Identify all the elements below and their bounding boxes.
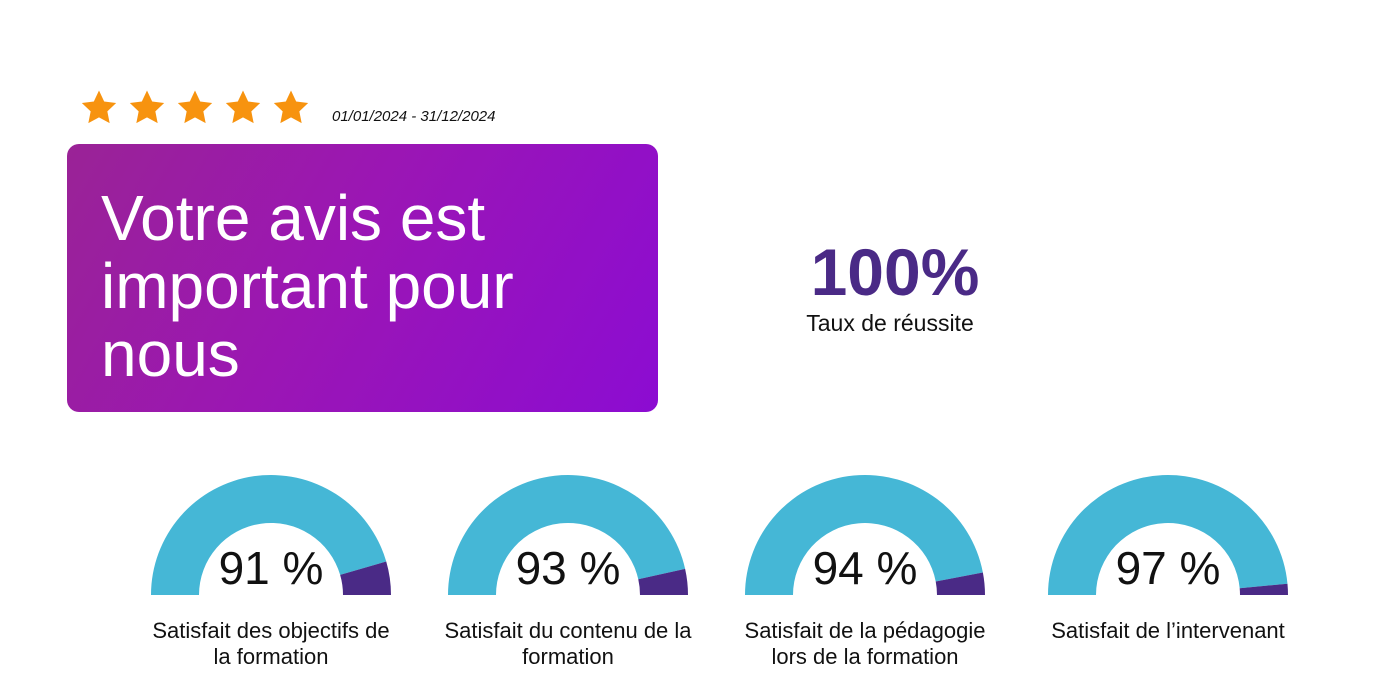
gauge-satisfied-arc: [1048, 474, 1288, 595]
gauge-satisfied-arc: [745, 475, 983, 595]
star-icon: [225, 90, 261, 124]
gauge-instructor: 97 % Satisfait de l’intervenant: [1038, 470, 1298, 700]
banner-title: Votre avis est important pour nous: [101, 182, 514, 390]
gauge-label: Satisfait de l’intervenant: [1051, 618, 1285, 643]
success-rate-value: 100%: [810, 235, 980, 309]
gauge-value: 91 %: [218, 542, 324, 594]
banner: Votre avis est important pour nous: [67, 144, 658, 412]
gauge-label: Satisfait des objectifs de la formation: [152, 618, 390, 669]
gauge-label: Satisfait du contenu de la formation: [444, 618, 692, 669]
star-icon: [81, 90, 117, 124]
gauge-chart: [1048, 474, 1288, 595]
gauge-label: Satisfait de la pédagogie lors de la for…: [744, 618, 986, 669]
star-icon: [129, 90, 165, 124]
gauge-objectives: 91 % Satisfait des objectifs de la forma…: [141, 470, 401, 700]
star-icon: [273, 90, 309, 124]
gauge-value: 93 %: [515, 542, 621, 594]
gauge-value: 94 %: [812, 542, 918, 594]
gauge-content: 93 % Satisfait du contenu de la formatio…: [438, 470, 698, 700]
gauge-chart: [448, 474, 688, 595]
gauge-chart: [745, 475, 985, 595]
gauge-remainder-arc: [1239, 583, 1288, 595]
success-rate-label: Taux de réussite: [806, 310, 974, 336]
gauge-satisfied-arc: [151, 474, 387, 595]
gauge-value: 97 %: [1115, 542, 1221, 594]
gauge-remainder-arc: [340, 561, 391, 595]
gauge-remainder-arc: [638, 568, 688, 595]
gauge-chart: [151, 474, 391, 595]
gauge-pedagogy: 94 % Satisfait de la pédagogie lors de l…: [735, 470, 995, 700]
gauge-satisfied-arc: [448, 474, 686, 595]
period-dates: 01/01/2024 - 31/12/2024: [332, 108, 496, 125]
gauge-remainder-arc: [935, 572, 985, 595]
star-icon: [177, 90, 213, 124]
rating-stars: [78, 88, 312, 128]
